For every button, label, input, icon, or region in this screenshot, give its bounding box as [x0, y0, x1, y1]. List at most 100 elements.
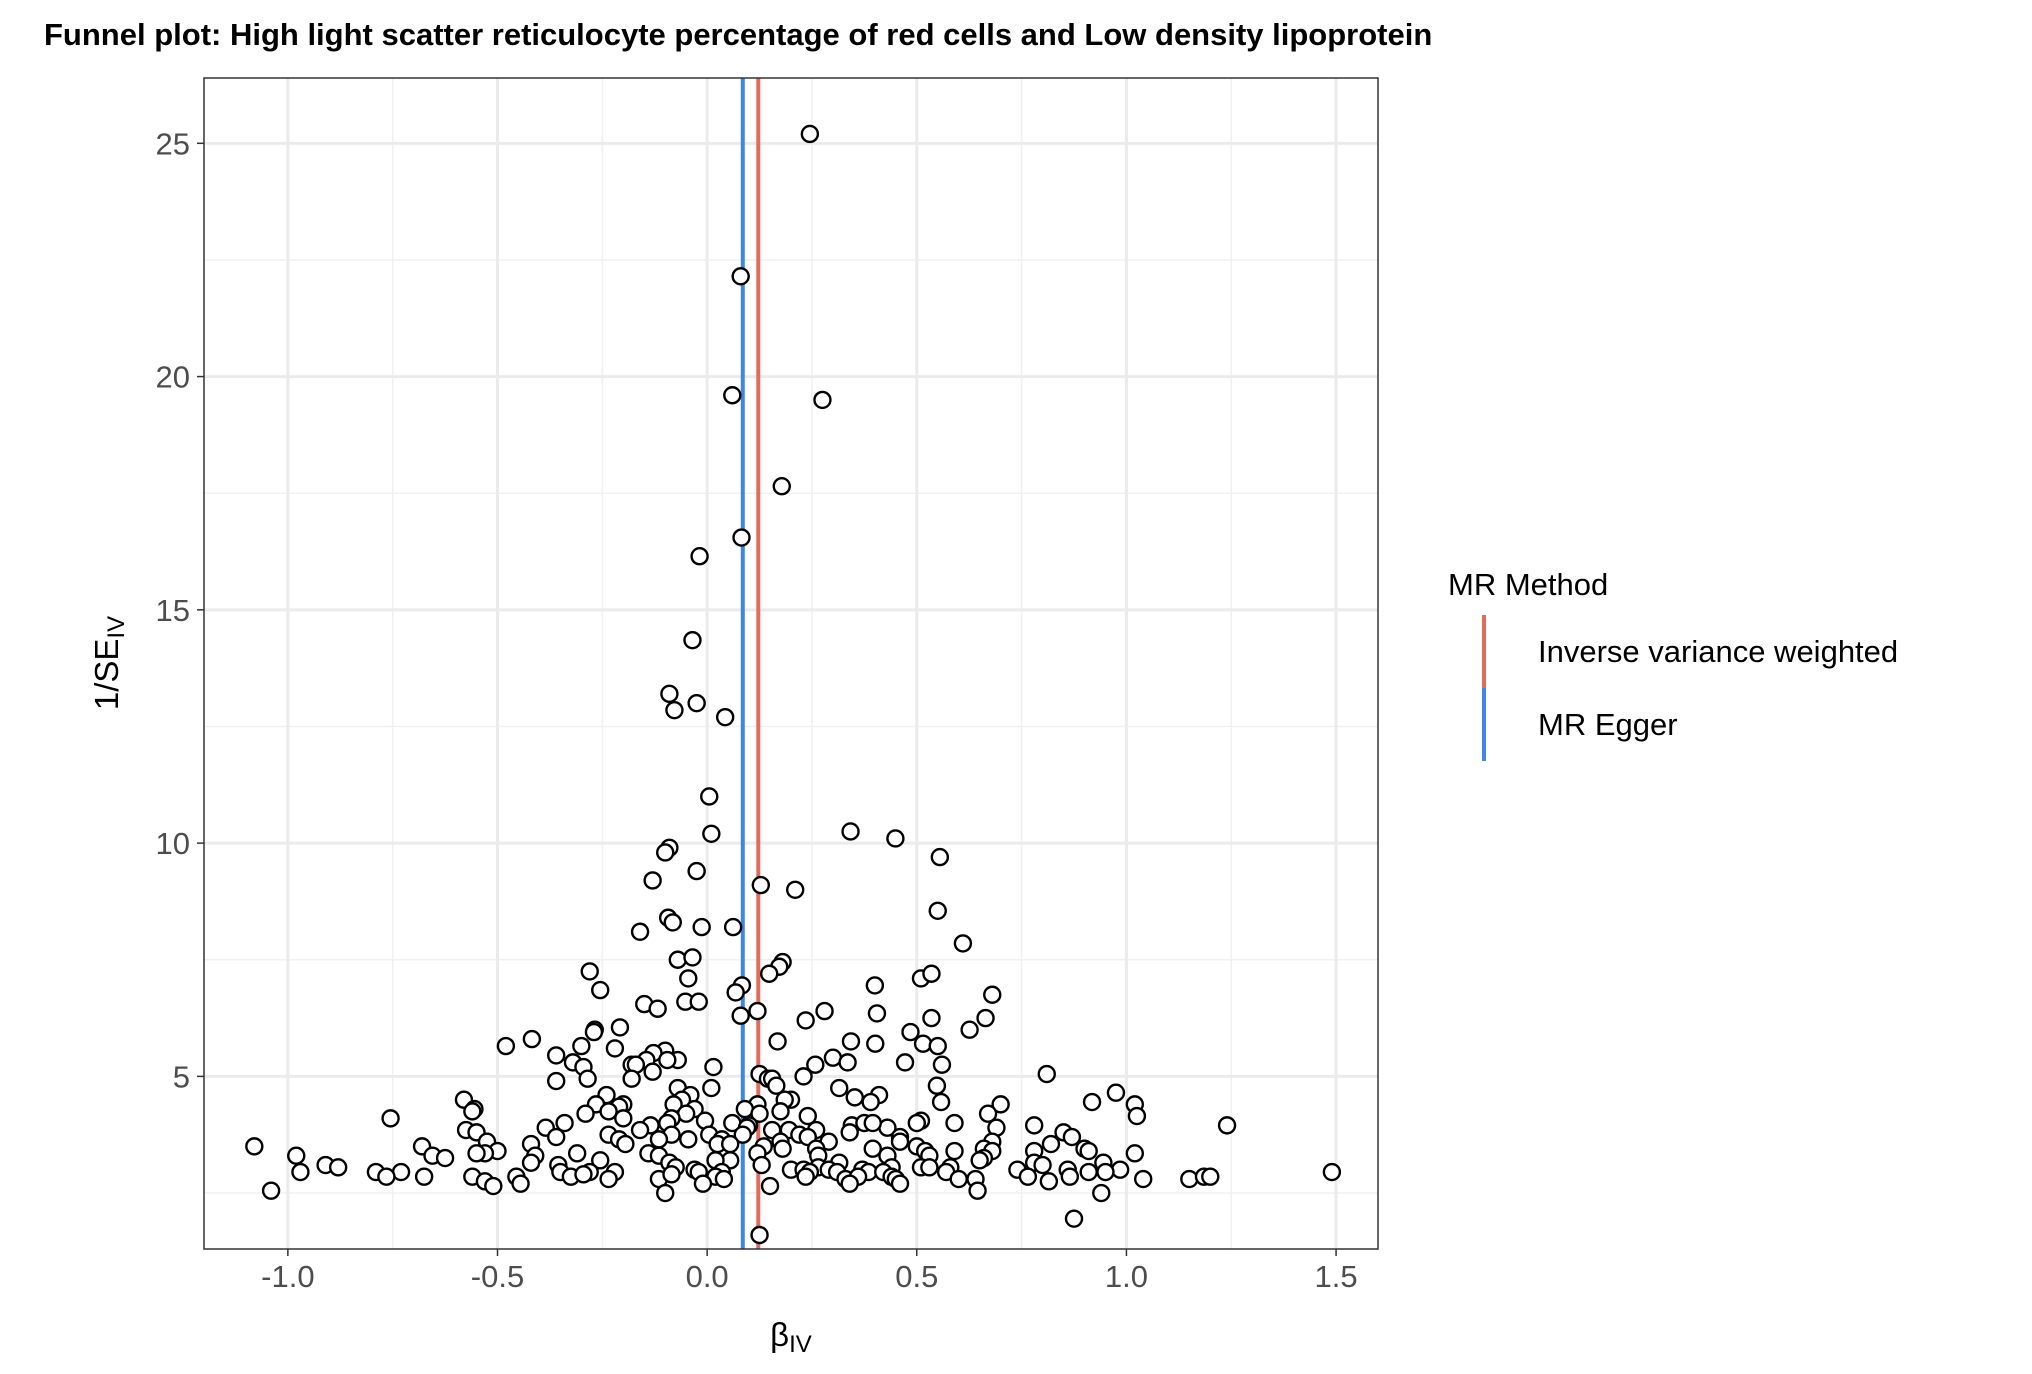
data-point	[690, 546, 709, 566]
data-point	[752, 1155, 771, 1175]
data-point	[658, 1050, 677, 1070]
data-point	[773, 1139, 792, 1158]
data-point	[616, 1134, 635, 1154]
data-point	[928, 901, 947, 920]
data-point	[693, 1174, 713, 1193]
data-point	[576, 1104, 595, 1123]
data-point	[435, 1148, 455, 1168]
data-point	[960, 1020, 979, 1039]
data-point	[377, 1167, 396, 1186]
data-point	[574, 1165, 593, 1184]
data-point	[863, 1113, 882, 1133]
data-point	[806, 1055, 825, 1074]
data-point	[931, 1092, 951, 1112]
data-point	[976, 1008, 995, 1028]
data-point	[949, 1169, 968, 1189]
x-axis-label: βIV	[770, 1316, 812, 1358]
data-point	[656, 843, 675, 862]
data-point	[715, 707, 735, 727]
y-tick-label: 5	[173, 1059, 190, 1094]
data-point	[890, 1132, 910, 1151]
data-point	[547, 1127, 566, 1147]
data-point	[704, 1057, 723, 1077]
data-point	[863, 1139, 882, 1158]
data-point	[723, 386, 742, 405]
y-tick-label: 10	[156, 826, 190, 861]
x-axis-label-main: β	[770, 1316, 789, 1353]
data-point	[547, 1071, 566, 1091]
data-point	[1062, 1127, 1082, 1147]
data-point	[591, 1151, 610, 1170]
data-point	[1037, 1064, 1056, 1084]
data-point	[1133, 1169, 1153, 1189]
data-point	[584, 1022, 604, 1042]
data-point	[983, 985, 1002, 1004]
data-point	[785, 880, 805, 899]
data-point	[687, 693, 706, 713]
data-point	[760, 1176, 780, 1196]
data-point	[796, 1167, 815, 1186]
data-point	[1060, 1167, 1080, 1186]
data-point	[1041, 1134, 1061, 1154]
data-point	[841, 1032, 861, 1051]
data-point	[895, 1053, 915, 1072]
data-point	[522, 1029, 542, 1049]
data-point	[649, 1130, 669, 1149]
x-tick-label: 0.0	[686, 1259, 729, 1294]
x-tick-label: -1.0	[261, 1259, 314, 1294]
data-point	[907, 1113, 926, 1133]
data-point	[660, 684, 679, 704]
data-point	[662, 1165, 681, 1184]
data-point	[731, 1006, 750, 1025]
data-point	[922, 964, 941, 983]
data-point	[815, 1001, 834, 1021]
data-point	[945, 1113, 964, 1133]
data-point	[1217, 1116, 1237, 1135]
data-point	[648, 999, 667, 1018]
x-tick-label: 1.5	[1315, 1259, 1358, 1294]
x-axis-label-subscript: IV	[789, 1331, 812, 1358]
data-point	[381, 1109, 400, 1128]
data-point	[841, 822, 860, 841]
data-point	[748, 1001, 767, 1021]
data-point	[800, 124, 820, 144]
data-point	[1024, 1116, 1044, 1135]
data-points	[245, 124, 1342, 1245]
data-point	[798, 1106, 817, 1126]
data-point	[991, 1095, 1010, 1114]
data-point	[901, 1022, 920, 1042]
data-point	[732, 528, 751, 547]
y-axis-label-main: 1/SE	[88, 639, 125, 711]
x-tick-label: 0.5	[895, 1259, 938, 1294]
minor-gridlines	[204, 78, 1378, 1249]
data-point	[1180, 1169, 1199, 1189]
data-point	[1125, 1144, 1145, 1163]
data-point	[630, 1120, 650, 1140]
data-point	[683, 948, 702, 967]
data-point	[511, 1174, 530, 1193]
data-point	[614, 1109, 633, 1128]
major-gridlines	[204, 78, 1378, 1249]
data-point	[890, 1174, 910, 1193]
data-point	[886, 829, 905, 848]
data-point	[689, 992, 708, 1011]
data-point	[1127, 1106, 1147, 1126]
x-tick-label: 1.0	[1105, 1259, 1148, 1294]
chart-title: Funnel plot: High light scatter reticulo…	[44, 17, 1432, 52]
data-point	[953, 934, 973, 953]
data-point	[1322, 1162, 1342, 1182]
data-point	[723, 917, 743, 937]
data-point	[913, 1034, 933, 1053]
plot-panel	[204, 78, 1378, 1249]
data-point	[521, 1153, 541, 1172]
data-point	[622, 1069, 641, 1088]
data-point	[733, 1125, 752, 1144]
data-point	[1110, 1160, 1130, 1179]
data-point	[731, 267, 750, 286]
data-point	[796, 1011, 815, 1030]
y-axis-ticks: 5 10 15 20 25	[156, 126, 204, 1094]
legend: MR Method Inverse variance weighted MR E…	[1448, 567, 1898, 761]
y-axis-label: 1/SEIV	[88, 616, 130, 710]
data-point	[679, 1130, 698, 1149]
data-point	[945, 1141, 964, 1161]
